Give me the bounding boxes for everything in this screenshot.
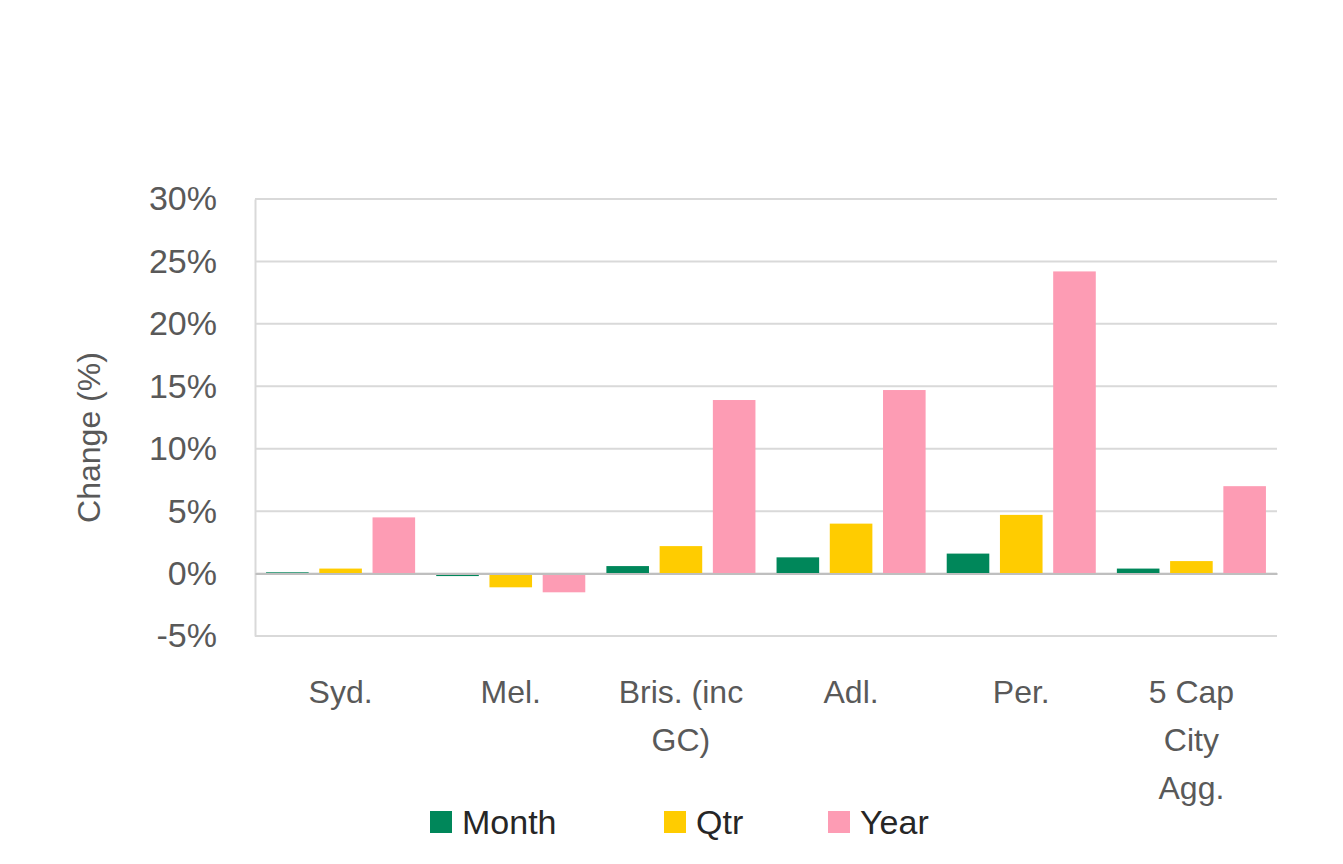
- grid-line: [255, 260, 1277, 262]
- bar: [1170, 561, 1213, 573]
- legend-swatch: [828, 811, 850, 833]
- x-axis: [256, 573, 1278, 575]
- y-tick-label: 5%: [168, 492, 217, 530]
- x-axis-line: [256, 573, 1278, 575]
- y-axis-line: [255, 200, 257, 637]
- y-tick: 25%: [149, 242, 255, 280]
- x-tick-label: Mel.: [481, 674, 541, 710]
- bars: [266, 271, 1266, 592]
- x-tick-label: Adl.: [824, 674, 879, 710]
- bar: [1117, 569, 1160, 574]
- x-tick-label-line: Bris. (inc: [619, 674, 743, 710]
- y-tick: 15%: [149, 367, 255, 405]
- legend-swatch: [664, 811, 686, 833]
- x-tick-label: Bris. (inc GC): [619, 674, 743, 758]
- legend-item: Month: [430, 803, 557, 841]
- bar: [883, 390, 926, 574]
- x-tick-label-line: City: [1164, 722, 1219, 758]
- y-tick: -5%: [157, 616, 255, 654]
- grid-line: [255, 198, 1277, 200]
- bar: [489, 574, 532, 588]
- grid-line: [255, 385, 1277, 387]
- legend-label: Qtr: [696, 803, 743, 841]
- bar: [373, 517, 416, 573]
- series: [373, 271, 1266, 592]
- x-tick-label-line: Adl.: [824, 674, 879, 710]
- y-tick: 20%: [149, 304, 255, 342]
- bar: [660, 546, 703, 573]
- bar: [319, 569, 362, 574]
- x-tick-labels: Syd. Mel. Bris. (inc GC) Adl. Per. 5 Cap City Ag…: [309, 674, 1235, 806]
- y-tick-label: 25%: [149, 242, 217, 280]
- y-tick-label: 15%: [149, 367, 217, 405]
- y-tick: 30%: [149, 179, 255, 217]
- y-tick-label: 10%: [149, 429, 217, 467]
- y-axis: -5% 0% 5% 10% 15% 20% 25% 30%: [149, 179, 256, 654]
- legend-item: Year: [828, 803, 929, 841]
- y-tick: 5%: [168, 492, 255, 530]
- bar: [543, 574, 586, 593]
- bar: [713, 400, 756, 574]
- bar: [1053, 271, 1096, 573]
- y-tick-label: -5%: [157, 616, 217, 654]
- x-tick-label: Syd.: [309, 674, 373, 710]
- grid-line: [255, 323, 1277, 325]
- x-tick-label: Per.: [993, 674, 1050, 710]
- x-tick-label: 5 Cap City Agg.: [1149, 674, 1234, 806]
- x-tick-label-line: GC): [652, 722, 711, 758]
- grid-line: [255, 510, 1277, 512]
- legend-label: Month: [462, 803, 557, 841]
- x-tick-label-line: 5 Cap: [1149, 674, 1234, 710]
- y-tick-label: 20%: [149, 304, 217, 342]
- y-axis-title: Change (%): [71, 352, 107, 523]
- grid-line: [255, 635, 1277, 637]
- y-tick-label: 30%: [149, 179, 217, 217]
- y-tick: 10%: [149, 429, 255, 467]
- grid: [255, 199, 1277, 636]
- grid-line: [255, 448, 1277, 450]
- y-tick: 0%: [168, 554, 255, 592]
- bar: [830, 524, 873, 574]
- x-tick-label-line: Agg.: [1158, 770, 1224, 806]
- chart: -5% 0% 5% 10% 15% 20% 25% 30% Change (%) Syd. Mel.…: [0, 0, 1343, 864]
- legend: Month Qtr Year: [430, 803, 929, 841]
- legend-item: Qtr: [664, 803, 743, 841]
- bar: [947, 554, 990, 574]
- x-tick-label-line: Mel.: [481, 674, 541, 710]
- y-tick-label: 0%: [168, 554, 217, 592]
- bar: [1000, 515, 1043, 574]
- legend-label: Year: [860, 803, 929, 841]
- x-tick-label-line: Syd.: [309, 674, 373, 710]
- bar: [777, 557, 820, 573]
- bar: [606, 566, 649, 573]
- bar: [1223, 486, 1266, 573]
- x-tick-label-line: Per.: [993, 674, 1050, 710]
- legend-swatch: [430, 811, 452, 833]
